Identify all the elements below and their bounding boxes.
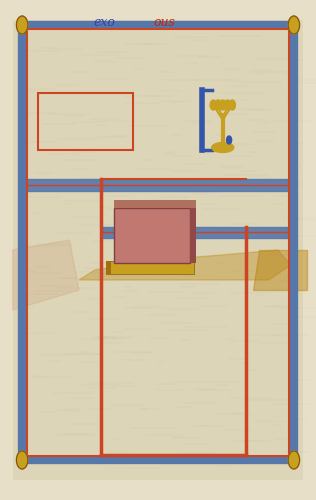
Polygon shape	[253, 250, 307, 290]
Polygon shape	[79, 250, 291, 280]
Bar	[38, 92, 133, 150]
Ellipse shape	[212, 142, 234, 152]
Bar	[27, 29, 289, 456]
Text: exo: exo	[93, 16, 115, 29]
Bar	[114, 200, 196, 207]
Bar	[22, 25, 294, 460]
Text: ous: ous	[153, 16, 175, 29]
Polygon shape	[13, 240, 79, 310]
Bar	[106, 261, 111, 274]
Circle shape	[229, 100, 235, 110]
Bar	[106, 261, 194, 274]
Circle shape	[16, 451, 28, 469]
Circle shape	[215, 100, 221, 110]
Circle shape	[16, 16, 28, 34]
Circle shape	[227, 136, 232, 144]
Bar	[190, 208, 196, 262]
Circle shape	[288, 16, 300, 34]
Circle shape	[224, 100, 231, 110]
Circle shape	[288, 451, 300, 469]
Circle shape	[220, 100, 226, 110]
Circle shape	[210, 100, 216, 110]
Bar	[114, 208, 190, 262]
